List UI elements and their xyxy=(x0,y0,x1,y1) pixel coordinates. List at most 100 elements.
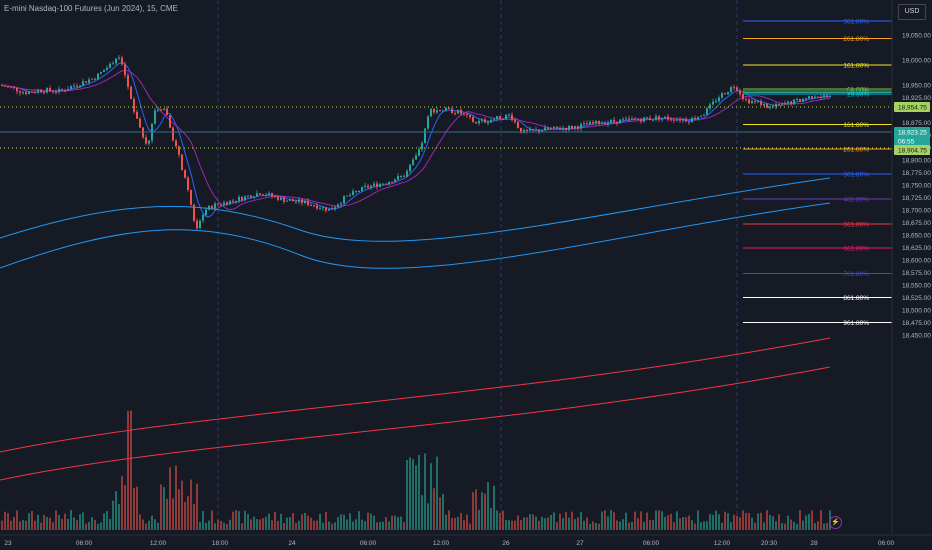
candle xyxy=(754,101,756,103)
volume-bar xyxy=(274,511,276,530)
price-badge-high-bg xyxy=(894,102,930,112)
candle xyxy=(262,194,264,196)
candle xyxy=(172,127,174,141)
candle xyxy=(241,197,243,201)
candle xyxy=(433,108,435,113)
candle xyxy=(124,64,126,76)
candle xyxy=(289,199,291,201)
volume-bar xyxy=(322,522,324,530)
candle xyxy=(745,98,747,100)
volume-bar xyxy=(658,510,660,530)
volume-bar xyxy=(685,517,687,530)
price-badge-high: 18,954.75 xyxy=(898,105,927,112)
volume-bar xyxy=(493,485,495,530)
volume-bar xyxy=(478,509,480,530)
volume-bar xyxy=(136,486,138,530)
volume-bar xyxy=(385,517,387,530)
price-tick: 18,500.00 xyxy=(902,308,931,315)
lightning-icon[interactable]: ⚡ xyxy=(829,516,842,529)
candle xyxy=(82,81,84,86)
candle xyxy=(796,98,798,100)
volume-bar xyxy=(91,517,93,530)
fib-level-label: 961.80% xyxy=(843,320,869,327)
volume-bar xyxy=(307,515,309,530)
candle xyxy=(523,129,525,133)
volume-bar xyxy=(208,520,210,530)
volume-bar xyxy=(652,520,654,530)
volume-bar xyxy=(214,523,216,530)
candle xyxy=(337,204,339,208)
volume-bar xyxy=(412,459,414,530)
volume-bar xyxy=(97,523,99,530)
volume-bar xyxy=(508,520,510,530)
volume-bar xyxy=(193,503,195,530)
volume-bar xyxy=(370,513,372,530)
volume-bar xyxy=(736,515,738,530)
candle xyxy=(568,125,570,130)
candle xyxy=(418,149,420,156)
price-tick: 18,925.00 xyxy=(902,95,931,102)
volume-bar xyxy=(259,519,261,530)
candle xyxy=(490,120,492,123)
volume-bar xyxy=(448,510,450,530)
candle xyxy=(499,116,501,120)
volume-bar xyxy=(169,467,171,530)
candle xyxy=(457,110,459,114)
candle xyxy=(622,119,624,121)
volume-bar xyxy=(28,513,30,530)
volume-bar xyxy=(796,523,798,530)
volume-bar xyxy=(190,479,192,530)
price-badge-last-bg xyxy=(894,127,930,137)
candle xyxy=(829,96,831,98)
candle xyxy=(211,206,213,209)
candle xyxy=(565,128,567,130)
candle xyxy=(280,197,282,200)
volume-bar xyxy=(352,521,354,530)
volume-bar xyxy=(514,520,516,530)
candle xyxy=(382,183,384,185)
volume-bar xyxy=(529,514,531,530)
volume-bar xyxy=(463,520,465,530)
price-tick: 18,800.00 xyxy=(902,158,931,165)
candle xyxy=(127,75,129,87)
candle xyxy=(775,103,777,107)
volume-bar xyxy=(304,512,306,530)
candle xyxy=(112,63,114,65)
candle xyxy=(682,119,684,121)
volume-bar xyxy=(100,522,102,530)
candle xyxy=(508,114,510,116)
time-tick: 12:00 xyxy=(150,540,167,547)
volume-bar xyxy=(31,511,33,530)
candle xyxy=(217,203,219,205)
candle xyxy=(226,202,228,205)
candle xyxy=(547,127,549,130)
candle xyxy=(628,118,630,120)
volume-bar xyxy=(589,523,591,530)
currency-button[interactable]: USD xyxy=(898,4,926,20)
volume-bar xyxy=(1,520,3,530)
volume-bar xyxy=(427,503,429,530)
candle xyxy=(679,119,681,121)
price-tick: 18,675.00 xyxy=(902,220,931,227)
candle xyxy=(85,81,87,83)
volume-bar xyxy=(178,489,180,530)
price-tick: 18,525.00 xyxy=(902,295,931,302)
candle xyxy=(544,127,546,131)
volume-bar xyxy=(721,522,723,530)
candle xyxy=(529,128,531,131)
candle xyxy=(22,92,24,94)
volume-bar xyxy=(133,487,135,530)
candle xyxy=(313,205,315,207)
fib-level-label: 761.80% xyxy=(843,271,869,278)
symbol-title[interactable]: E-mini Nasdaq-100 Futures (Jun 2024), 15… xyxy=(4,4,178,13)
volume-bar xyxy=(583,520,585,530)
volume-bar xyxy=(748,512,750,530)
candle xyxy=(403,175,405,177)
fib-level-label: 261.80% xyxy=(843,36,869,43)
candle xyxy=(586,123,588,125)
candle xyxy=(175,140,177,147)
volume-bar xyxy=(625,512,627,530)
candle xyxy=(721,93,723,98)
candle xyxy=(67,88,69,91)
